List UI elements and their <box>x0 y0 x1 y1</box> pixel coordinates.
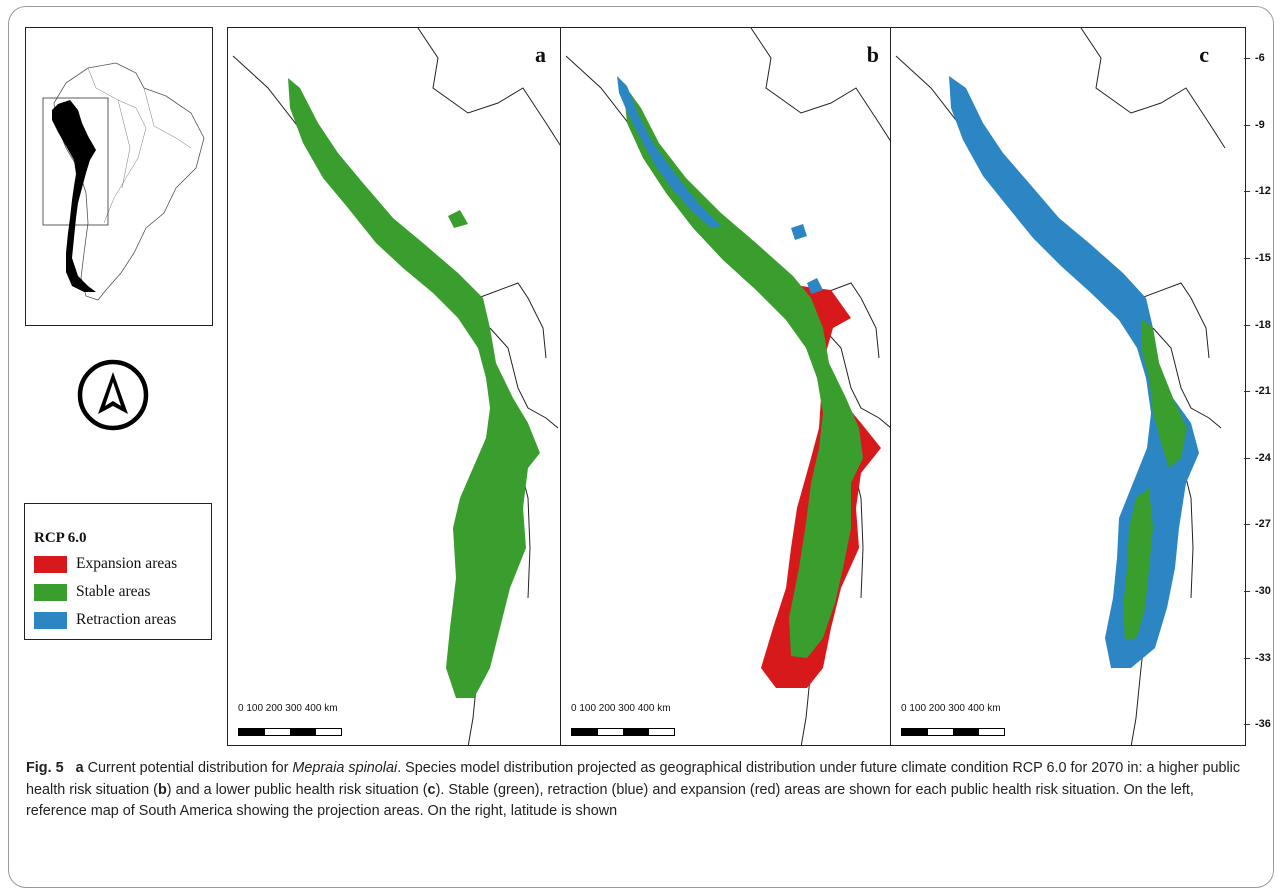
caption-part-b: b <box>157 781 167 798</box>
panel-letter-c: c <box>1199 42 1209 67</box>
scale-bar-text: 0 100 200 300 400 km <box>571 703 671 714</box>
latitude-tick <box>1244 258 1250 259</box>
map-panel-a: a 0 100 200 300 400 km <box>227 27 561 746</box>
caption-fig-label: Fig. 5 <box>26 760 64 776</box>
legend-swatch-expansion <box>34 555 67 573</box>
latitude-tick <box>1244 58 1250 59</box>
legend-label: Stable areas <box>76 583 151 600</box>
south-america-outline <box>42 62 205 301</box>
latitude-label: -21 <box>1255 385 1271 397</box>
latitude-label: -9 <box>1255 119 1265 131</box>
scale-bar <box>901 728 1005 736</box>
scale-bar-text: 0 100 200 300 400 km <box>901 703 1001 714</box>
latitude-label: -24 <box>1255 452 1271 464</box>
latitude-tick <box>1244 391 1250 392</box>
figure-frame <box>8 6 1274 888</box>
caption-text: ) and a lower public health risk situati… <box>166 781 428 798</box>
map-c <box>895 28 1226 745</box>
legend-item-retraction: Retraction areas <box>34 609 176 631</box>
map-a <box>232 28 560 745</box>
north-arrow-icon <box>77 359 149 431</box>
panel-letter-b: b <box>866 42 879 67</box>
latitude-tick <box>1244 724 1250 725</box>
scale-bar <box>238 728 342 736</box>
map-panel-c: c 0 100 200 300 400 km <box>890 27 1246 746</box>
latitude-label: -6 <box>1255 52 1265 64</box>
legend-swatch-stable <box>34 583 67 601</box>
latitude-label: -36 <box>1255 718 1271 730</box>
map-panel-b: b 0 100 200 300 400 km <box>560 27 894 746</box>
latitude-tick <box>1244 191 1250 192</box>
caption-part-a: a <box>75 760 84 776</box>
caption-text: . Species model distribution projected a… <box>26 760 1241 798</box>
latitude-tick <box>1244 524 1250 525</box>
caption-species: Mepraia spinolai <box>292 760 398 776</box>
latitude-axis: -6 -9 -12 -15 -18 -21 -24 -27 -30 -33 -3… <box>1244 27 1284 746</box>
scale-bar <box>571 728 675 736</box>
legend-label: Retraction areas <box>76 611 177 628</box>
map-b <box>565 28 893 745</box>
legend-label: Expansion areas <box>76 555 178 572</box>
latitude-label: -33 <box>1255 652 1271 664</box>
latitude-tick <box>1244 458 1250 459</box>
latitude-tick <box>1244 325 1250 326</box>
caption-part-c: c <box>427 781 436 798</box>
figure-caption: Fig. 5 a Current potential distribution … <box>26 758 1258 823</box>
caption-text: Current potential distribution for <box>83 760 293 776</box>
latitude-label: -15 <box>1255 252 1271 264</box>
panel-letter-a: a <box>535 42 546 67</box>
latitude-tick <box>1244 591 1250 592</box>
scale-bar-text: 0 100 200 300 400 km <box>238 703 338 714</box>
map-legend: RCP 6.0 Expansion areas Stable areas Ret… <box>24 503 212 640</box>
legend-item-stable: Stable areas <box>34 581 150 603</box>
latitude-tick <box>1244 658 1250 659</box>
latitude-label: -18 <box>1255 319 1271 331</box>
latitude-label: -27 <box>1255 518 1271 530</box>
legend-swatch-retraction <box>34 611 67 629</box>
latitude-label: -12 <box>1255 185 1271 197</box>
inset-reference-map <box>25 27 213 326</box>
legend-title: RCP 6.0 <box>34 530 87 546</box>
caption-text: ). Stable (green), retraction (blue) and… <box>26 781 1194 820</box>
latitude-label: -30 <box>1255 585 1271 597</box>
legend-item-expansion: Expansion areas <box>34 553 177 575</box>
latitude-tick <box>1244 125 1250 126</box>
